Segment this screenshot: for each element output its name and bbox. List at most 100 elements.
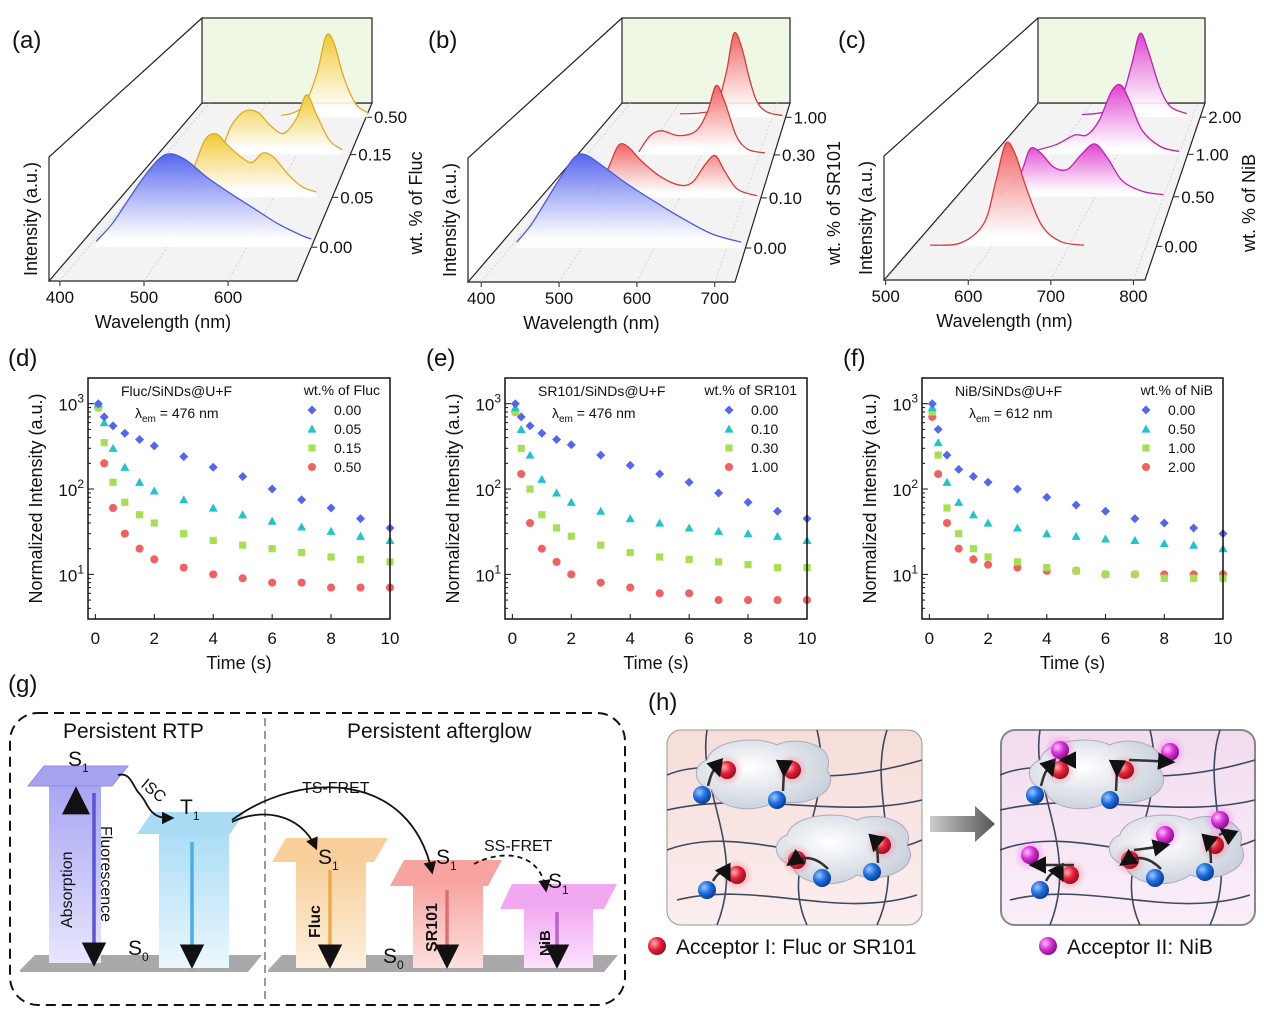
plot-frame bbox=[504, 377, 808, 620]
network-before bbox=[666, 729, 923, 926]
panel-label-c: (c) bbox=[838, 27, 866, 54]
z-tick-label: 2.00 bbox=[1208, 108, 1241, 127]
tick-exponent: 2 bbox=[77, 477, 84, 491]
data-point bbox=[135, 511, 144, 519]
tick-base: 10 bbox=[475, 566, 494, 585]
x-tick-label: 8 bbox=[326, 629, 335, 648]
z-tick-label: 0.10 bbox=[769, 189, 802, 208]
tick-exponent: 1 bbox=[77, 562, 84, 576]
data-point bbox=[537, 474, 547, 483]
data-point bbox=[327, 553, 335, 561]
y-axis-title: Normalized Intensity (a.u.) bbox=[443, 393, 463, 603]
annotation-sub: em bbox=[976, 414, 990, 425]
data-point bbox=[954, 497, 964, 506]
data-point bbox=[566, 440, 576, 450]
z-tick-label: 0.50 bbox=[1181, 188, 1214, 207]
s1-label: S1 bbox=[68, 748, 89, 775]
fluc-slab bbox=[272, 838, 388, 862]
data-point bbox=[356, 583, 365, 592]
data-point bbox=[108, 503, 118, 513]
annotation-lambda: λ bbox=[552, 405, 559, 421]
annotation-sub: em bbox=[142, 414, 156, 425]
data-point bbox=[714, 488, 724, 498]
data-point bbox=[596, 450, 606, 460]
data-point bbox=[552, 488, 562, 497]
fluc-s1-label: S1 bbox=[318, 846, 339, 873]
polymer-chain bbox=[1037, 729, 1061, 926]
energy-transfer-arrow bbox=[1108, 759, 1127, 792]
data-point bbox=[526, 485, 534, 493]
sr101-slab bbox=[390, 860, 502, 886]
spectrum-fill-0.00 bbox=[96, 153, 312, 248]
acceptor2-label: Acceptor II: NiB bbox=[1067, 936, 1213, 959]
data-point bbox=[100, 459, 109, 468]
data-point bbox=[100, 439, 108, 447]
legend-marker-circle bbox=[1141, 462, 1151, 472]
energy-transfer-arrow bbox=[786, 848, 829, 870]
data-point bbox=[99, 418, 109, 427]
x-tick-label: 600 bbox=[954, 287, 982, 306]
legend-marker-circle bbox=[307, 462, 317, 472]
data-point bbox=[656, 553, 664, 561]
legend-title: wt.% of NiB bbox=[1140, 382, 1213, 398]
spectrum-line-0.05 bbox=[183, 132, 317, 196]
legend-item: 2.00 bbox=[1141, 459, 1195, 475]
y-tick-label: 103 bbox=[475, 392, 501, 415]
data-point bbox=[179, 452, 189, 462]
x-axis-title: Time (s) bbox=[1040, 653, 1105, 673]
tick-base: 10 bbox=[58, 481, 77, 500]
data-point bbox=[525, 421, 535, 431]
ss-fret-label: SS-FRET bbox=[484, 838, 553, 855]
data-point bbox=[1160, 574, 1168, 582]
z-axis-title: wt. % of NiB bbox=[1239, 154, 1259, 253]
spectrum-fill-0.00 bbox=[516, 153, 742, 248]
data-point bbox=[1189, 540, 1199, 549]
legend-marker-square bbox=[1142, 444, 1150, 452]
data-point bbox=[1072, 567, 1080, 575]
data-point bbox=[525, 518, 535, 528]
legend-item: 0.10 bbox=[724, 421, 778, 437]
x-tick-label: 6 bbox=[684, 629, 693, 648]
data-point bbox=[1130, 535, 1140, 545]
title-persistent-afterglow: Persistent afterglow bbox=[347, 720, 532, 743]
data-point bbox=[983, 477, 993, 487]
legend-label: 1.00 bbox=[1168, 440, 1195, 456]
network-after bbox=[999, 729, 1256, 926]
tick-exponent: 2 bbox=[911, 477, 918, 491]
spectrum-fill-0.50 bbox=[281, 33, 368, 118]
legend-label: 0.50 bbox=[334, 459, 361, 475]
ts-fret-arrow-sr101 bbox=[231, 786, 437, 875]
tick-base: 10 bbox=[892, 566, 911, 585]
spectra-chart-a: 400 500 600 Wavelength (nm) Intensity (a.u.)… bbox=[21, 17, 426, 332]
data-point bbox=[685, 555, 693, 563]
z-tick-label: 0.00 bbox=[319, 238, 352, 257]
acceptor1-sphere bbox=[1061, 866, 1079, 884]
data-point bbox=[238, 472, 248, 482]
data-point bbox=[120, 462, 130, 471]
data-point bbox=[954, 464, 964, 474]
spectrum-line-0.30 bbox=[638, 84, 766, 154]
legend-item: 0.50 bbox=[307, 459, 361, 475]
z-axis-title: wt. % of Fluc bbox=[406, 151, 426, 255]
data-point bbox=[517, 469, 526, 479]
s0-label: S0 bbox=[128, 937, 149, 964]
data-point bbox=[109, 478, 117, 486]
data-point bbox=[969, 555, 978, 564]
data-point bbox=[626, 548, 634, 557]
data-point bbox=[655, 518, 665, 527]
donor-sphere bbox=[698, 881, 716, 899]
data-point bbox=[150, 519, 158, 527]
legend-label: 0.00 bbox=[1168, 402, 1195, 418]
data-point bbox=[511, 408, 519, 416]
legend-label: 0.50 bbox=[1168, 421, 1195, 437]
panel-label-h: (h) bbox=[648, 689, 677, 716]
acceptor2-sphere bbox=[1211, 811, 1229, 829]
data-point bbox=[969, 545, 977, 553]
s0-label-right: S0 bbox=[383, 945, 404, 972]
acceptor1-sphere bbox=[783, 761, 801, 779]
data-point bbox=[685, 589, 694, 598]
data-point bbox=[297, 522, 307, 531]
data-point bbox=[773, 531, 783, 540]
z-axis-title: wt. % of SR101 bbox=[824, 141, 844, 266]
